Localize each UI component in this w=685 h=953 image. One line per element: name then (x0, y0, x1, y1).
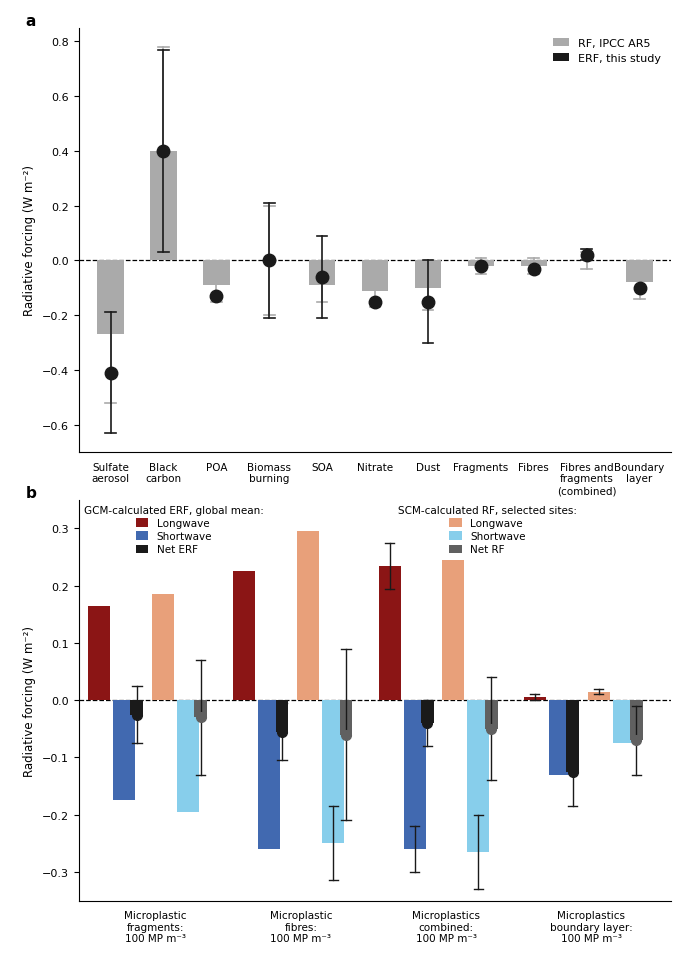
Bar (234, 572, 256, 700)
Bar (549, 700, 571, 775)
Bar (340, 700, 352, 735)
Y-axis label: Radiative forcing (W m⁻²): Radiative forcing (W m⁻²) (23, 625, 36, 776)
Bar (88, 606, 110, 700)
Bar (403, 700, 425, 849)
Bar (566, 700, 579, 772)
Bar (113, 700, 135, 801)
Bar (421, 700, 434, 723)
Bar (309, 261, 336, 286)
Bar (258, 700, 280, 849)
Bar (150, 152, 177, 261)
Bar (630, 700, 643, 740)
Text: a: a (25, 13, 36, 29)
Bar (612, 700, 635, 743)
Legend: Longwave, Shortwave, Net RF: Longwave, Shortwave, Net RF (398, 505, 577, 555)
Bar (275, 700, 288, 732)
Bar (297, 532, 319, 700)
Y-axis label: Radiative forcing (W m⁻²): Radiative forcing (W m⁻²) (23, 165, 36, 316)
Bar (468, 261, 494, 267)
Bar (195, 700, 207, 718)
Bar (521, 261, 547, 267)
Bar (322, 700, 345, 843)
Bar (485, 700, 497, 729)
Bar (626, 261, 653, 283)
Bar (152, 595, 174, 700)
Legend: RF, IPCC AR5, ERF, this study: RF, IPCC AR5, ERF, this study (548, 34, 666, 69)
Bar (130, 700, 143, 715)
Bar (414, 261, 441, 289)
Bar (203, 261, 229, 286)
Bar (362, 261, 388, 292)
Bar (177, 700, 199, 812)
Bar (443, 560, 464, 700)
Bar (379, 566, 401, 700)
Bar (524, 698, 546, 700)
Bar (588, 692, 610, 700)
Bar (467, 700, 490, 852)
Bar (97, 261, 124, 335)
Text: b: b (25, 485, 36, 500)
